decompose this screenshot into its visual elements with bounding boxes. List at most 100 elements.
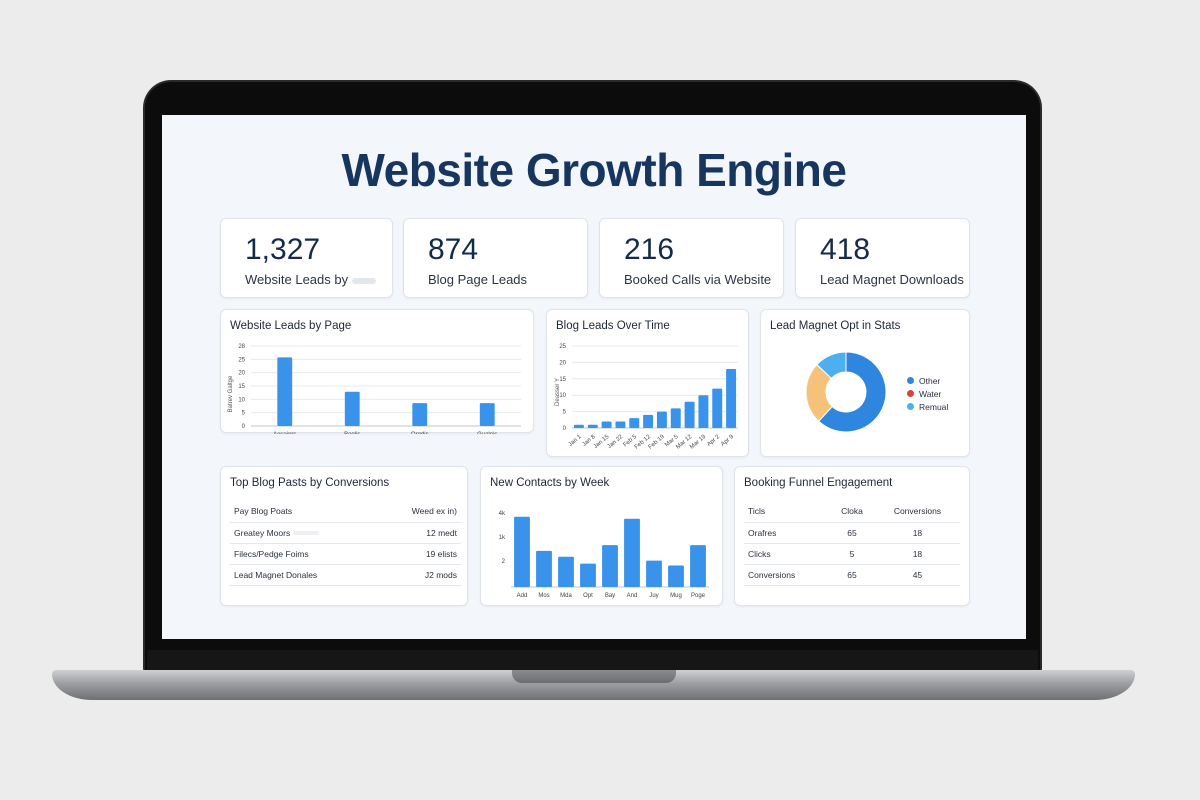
table-header-cell: Cloka bbox=[829, 501, 875, 523]
x-tick-label: Mar 19 bbox=[689, 434, 708, 451]
table-cell: Orafres bbox=[744, 522, 830, 544]
table-row[interactable]: Lead Magnet Donales J2 mods bbox=[230, 564, 461, 586]
table-header-row: Pay Blog Poats Weed ex in) bbox=[230, 501, 461, 523]
table-row[interactable]: Filecs/Pedge Foims 19 elists bbox=[230, 543, 461, 565]
x-tick-label: Mda bbox=[560, 593, 572, 599]
kpi-card-booked-calls[interactable]: 216 Booked Calls via Website bbox=[599, 218, 784, 298]
table-row[interactable]: Orafres 65 18 bbox=[744, 522, 960, 544]
table-title: Booking Funnel Engagement bbox=[744, 477, 893, 489]
table-cell: Clicks bbox=[744, 543, 830, 565]
bar bbox=[670, 408, 681, 428]
legend-swatch bbox=[907, 377, 914, 384]
bar bbox=[536, 550, 552, 587]
table-cell: 65 bbox=[829, 564, 875, 586]
x-tick-label: Jan 22 bbox=[607, 434, 625, 451]
x-tick-label: Poge bbox=[691, 593, 706, 599]
table-header-cell: Weed ex in) bbox=[377, 501, 461, 523]
chart-title: Blog Leads Over Time bbox=[556, 320, 670, 332]
top-posts-table: Pay Blog Poats Weed ex in) Greatey Moors… bbox=[230, 501, 461, 586]
bar bbox=[712, 388, 723, 428]
leads-by-page-chart: Batrev Galtge 28 25 20 15 10 5 0 Aesoinrs Boqlis… bbox=[228, 344, 521, 434]
x-tick-label: Apr 2 bbox=[706, 434, 721, 448]
table-row[interactable]: Greatey Moors 12 medt bbox=[230, 522, 461, 544]
legend-swatch bbox=[907, 403, 914, 410]
y-axis-label: Batrev Galtge bbox=[228, 375, 234, 412]
y-tick-label: 5 bbox=[242, 411, 246, 417]
laptop-chin bbox=[147, 650, 1038, 672]
table-cell: 65 bbox=[829, 522, 875, 544]
y-tick-label: 1k bbox=[499, 535, 506, 541]
table-row[interactable]: Conversions 65 45 bbox=[744, 564, 960, 586]
table-header-cell: Pay Blog Poats bbox=[230, 501, 378, 523]
y-tick-label: 0 bbox=[242, 424, 246, 430]
bar bbox=[690, 545, 706, 587]
chart-card-opt-in: Lead Magnet Opt in Stats Other Water Rem… bbox=[760, 309, 970, 457]
kpi-label: Blog Page Leads bbox=[428, 272, 528, 287]
bar bbox=[629, 418, 640, 428]
x-tick-label: Aesoinrs bbox=[273, 432, 296, 434]
table-row[interactable]: Clicks 5 18 bbox=[744, 543, 960, 565]
dashboard-screen: Website Growth Engine 1,327 Website Lead… bbox=[162, 115, 1026, 639]
kpi-value: 216 bbox=[624, 233, 675, 266]
legend-swatch bbox=[907, 390, 914, 397]
bar bbox=[726, 368, 737, 428]
table-cell: Filecs/Pedge Foims bbox=[230, 543, 378, 565]
bar bbox=[602, 545, 618, 587]
bar bbox=[514, 516, 530, 587]
y-tick-label: 10 bbox=[559, 393, 566, 399]
kpi-card-lead-magnet[interactable]: 418 Lead Magnet Downloads bbox=[795, 218, 970, 298]
y-axis-label: Deasser Y bbox=[555, 378, 561, 406]
table-header-cell: Conversions bbox=[874, 501, 960, 523]
y-tick-label: 15 bbox=[559, 377, 566, 383]
table-title: Top Blog Pasts by Conversions bbox=[230, 477, 390, 489]
bar bbox=[615, 421, 626, 428]
kpi-card-blog-leads[interactable]: 874 Blog Page Leads bbox=[403, 218, 588, 298]
table-cell: 19 elists bbox=[377, 543, 461, 565]
x-tick-label: Mos bbox=[538, 593, 549, 599]
bar bbox=[587, 424, 598, 428]
x-tick-label: And bbox=[627, 593, 638, 599]
x-tick-label: Opt bbox=[583, 593, 593, 599]
x-tick-label: Feb 19 bbox=[648, 434, 667, 451]
bar bbox=[412, 403, 428, 426]
x-tick-label: Juy bbox=[649, 593, 658, 599]
kpi-label: Booked Calls via Website bbox=[624, 272, 772, 287]
bar bbox=[479, 403, 495, 426]
table-cell: Greatey Moors bbox=[230, 522, 378, 544]
kpi-label: Lead Magnet Downloads bbox=[820, 272, 964, 287]
bar bbox=[684, 401, 695, 428]
table-card-funnel: Booking Funnel Engagement Ticls Cloka Co… bbox=[734, 466, 970, 606]
table-cell: 45 bbox=[874, 564, 960, 586]
funnel-table: Ticls Cloka Conversions Orafres 65 18 Cl… bbox=[744, 501, 960, 586]
y-tick-label: 25 bbox=[238, 357, 245, 363]
table-cell: 18 bbox=[874, 522, 960, 544]
table-cell: 5 bbox=[829, 543, 875, 565]
bar bbox=[344, 391, 360, 426]
chart-title: Website Leads by Page bbox=[230, 320, 352, 332]
bar bbox=[573, 424, 584, 428]
y-tick-label: 10 bbox=[238, 397, 245, 403]
bar bbox=[601, 421, 612, 428]
kpi-card-website-leads[interactable]: 1,327 Website Leads by bbox=[220, 218, 393, 298]
x-tick-label: Apr 9 bbox=[720, 434, 735, 448]
opt-in-donut-chart bbox=[805, 351, 887, 433]
chart-card-blog-leads: Blog Leads Over Time Deasser Y 25 20 15 10 5… bbox=[546, 309, 749, 457]
y-tick-label: 20 bbox=[238, 371, 245, 377]
bar bbox=[643, 414, 654, 428]
table-header-cell: Ticls bbox=[744, 501, 830, 523]
y-tick-label: 0 bbox=[563, 426, 567, 432]
kpi-value: 874 bbox=[428, 233, 479, 266]
bar bbox=[624, 518, 640, 587]
y-tick-label: 2 bbox=[502, 559, 506, 565]
table-cell: 18 bbox=[874, 543, 960, 565]
table-cell: Conversions bbox=[744, 564, 830, 586]
kpi-label: Website Leads by bbox=[245, 272, 377, 287]
bar bbox=[656, 411, 667, 428]
y-tick-label: 25 bbox=[559, 344, 566, 350]
y-tick-label: 5 bbox=[563, 410, 567, 416]
chart-title: Lead Magnet Opt in Stats bbox=[770, 320, 901, 332]
x-tick-label: Jan 1 bbox=[568, 434, 584, 448]
donut-slice bbox=[817, 351, 887, 433]
bar bbox=[558, 556, 574, 587]
